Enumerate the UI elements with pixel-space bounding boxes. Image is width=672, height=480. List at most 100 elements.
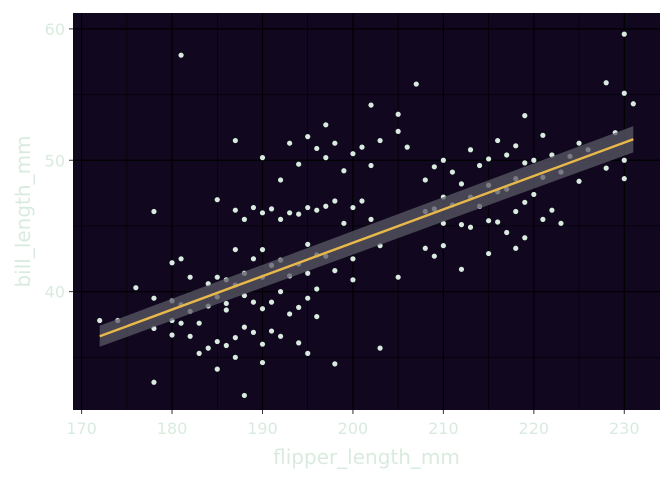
- data-point: [223, 300, 229, 307]
- x-tick-label: 180: [157, 419, 188, 438]
- data-point: [368, 216, 374, 222]
- grid-minor: [73, 13, 660, 410]
- data-point: [395, 274, 401, 280]
- x-axis-ticks: 170 180 190 200 210 220 230: [66, 410, 640, 438]
- data-point: [187, 333, 193, 339]
- data-point: [341, 168, 347, 174]
- x-tick-label: 210: [428, 419, 459, 438]
- data-point: [268, 206, 275, 212]
- data-point: [431, 164, 437, 170]
- data-point: [522, 199, 528, 205]
- regression-line: [99, 138, 634, 338]
- data-point: [287, 311, 293, 317]
- data-point: [196, 350, 202, 356]
- data-point: [214, 338, 220, 345]
- data-point: [241, 392, 247, 399]
- data-point: [467, 224, 474, 230]
- data-point: [332, 361, 338, 367]
- data-point: [621, 31, 627, 37]
- data-point: [431, 253, 437, 259]
- data-point: [359, 144, 365, 150]
- data-point: [332, 268, 338, 274]
- data-point: [268, 328, 275, 334]
- data-point: [277, 216, 284, 222]
- y-tick-label: 60: [45, 20, 65, 39]
- data-point: [259, 341, 266, 347]
- y-axis-ticks: 40 50 60: [45, 20, 73, 302]
- data-point: [214, 366, 220, 372]
- data-point: [305, 295, 311, 301]
- data-point: [540, 216, 546, 222]
- data-point: [223, 342, 229, 349]
- data-point: [187, 274, 193, 280]
- data-point: [576, 178, 582, 184]
- data-point: [332, 198, 338, 204]
- data-point: [314, 207, 320, 213]
- data-point: [323, 155, 329, 161]
- y-axis-title: bill_length_mm: [11, 135, 35, 287]
- data-point: [458, 266, 465, 272]
- data-point: [504, 229, 510, 236]
- data-point: [549, 207, 555, 213]
- data-point: [440, 243, 446, 249]
- data-point: [151, 208, 157, 215]
- data-point: [486, 156, 492, 162]
- data-point: [196, 320, 202, 326]
- data-point: [531, 191, 537, 198]
- data-point: [178, 52, 184, 58]
- data-point: [368, 102, 374, 108]
- data-point: [205, 345, 211, 351]
- data-point: [513, 143, 519, 149]
- data-point: [368, 162, 374, 169]
- data-point: [169, 260, 175, 266]
- data-point: [277, 177, 284, 183]
- data-point: [214, 197, 220, 203]
- data-point: [630, 101, 636, 107]
- data-point: [513, 245, 519, 251]
- data-point: [395, 111, 401, 117]
- data-point: [232, 335, 238, 341]
- data-point: [133, 285, 139, 291]
- data-point: [603, 165, 609, 171]
- data-point: [458, 181, 465, 187]
- data-point: [287, 140, 293, 146]
- data-point: [305, 204, 311, 211]
- data-point: [296, 211, 302, 217]
- data-point: [296, 340, 302, 346]
- x-tick-label: 190: [247, 419, 278, 438]
- data-point: [178, 256, 184, 262]
- data-point: [449, 169, 456, 175]
- data-point: [287, 210, 293, 216]
- data-point: [377, 137, 383, 144]
- data-point: [395, 128, 401, 134]
- data-point: [250, 329, 257, 335]
- data-point: [422, 245, 428, 251]
- data-point: [522, 112, 528, 119]
- data-point: [232, 354, 238, 360]
- data-point: [323, 203, 329, 209]
- data-point: [250, 204, 257, 211]
- data-point: [476, 162, 483, 169]
- x-tick-label: 230: [609, 419, 640, 438]
- data-point: [305, 350, 311, 356]
- data-point: [305, 270, 311, 276]
- data-point: [97, 317, 103, 324]
- data-point: [250, 256, 257, 262]
- data-point: [305, 241, 311, 247]
- data-point: [314, 286, 320, 292]
- y-tick-label: 50: [45, 151, 65, 170]
- data-point: [314, 145, 320, 152]
- data-point: [350, 256, 356, 262]
- data-point: [305, 134, 311, 140]
- data-point: [413, 81, 419, 87]
- data-point: [486, 218, 492, 224]
- data-point: [495, 137, 501, 144]
- data-point: [513, 208, 519, 215]
- data-point: [259, 210, 266, 216]
- data-point: [495, 219, 501, 225]
- data-point: [522, 160, 528, 166]
- data-point: [277, 289, 284, 295]
- data-point: [214, 274, 220, 280]
- data-point: [250, 299, 257, 305]
